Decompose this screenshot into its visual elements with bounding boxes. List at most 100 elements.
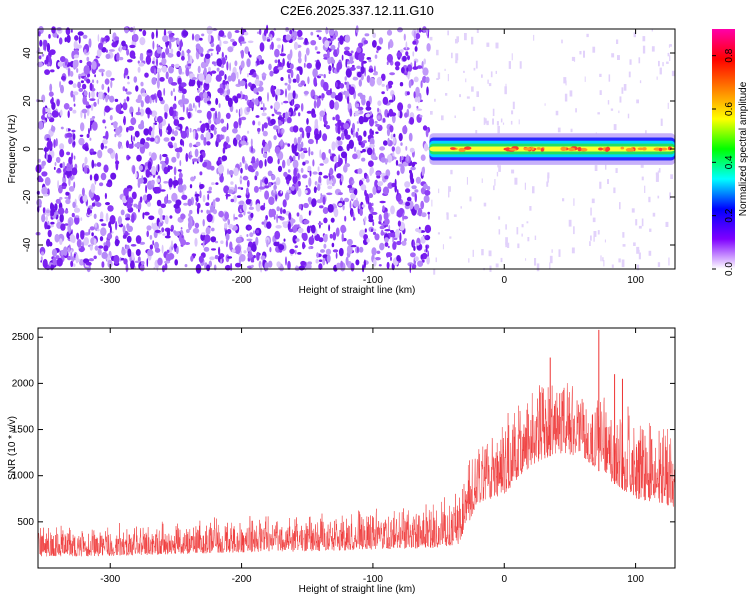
faint-speck bbox=[532, 186, 535, 194]
noise-blob bbox=[413, 91, 416, 99]
noise-blob bbox=[74, 215, 80, 218]
noise-blob bbox=[208, 48, 214, 52]
noise-blob bbox=[229, 62, 232, 72]
noise-blob bbox=[228, 223, 234, 229]
noise-blob bbox=[59, 196, 63, 200]
noise-blob bbox=[105, 202, 110, 206]
faint-speck bbox=[590, 207, 592, 216]
noise-blob bbox=[209, 256, 216, 261]
noise-blob bbox=[310, 31, 314, 36]
noise-blob bbox=[216, 67, 220, 72]
noise-blob bbox=[155, 116, 158, 122]
noise-blob bbox=[211, 227, 215, 232]
faint-speck bbox=[631, 208, 635, 213]
noise-blob bbox=[227, 97, 233, 108]
noise-blob bbox=[91, 79, 95, 84]
noise-blob bbox=[113, 121, 118, 129]
spec-xtick-label: -300 bbox=[100, 275, 120, 286]
noise-blob bbox=[305, 185, 308, 188]
noise-blob bbox=[59, 213, 64, 223]
faint-speck bbox=[636, 99, 639, 104]
noise-blob bbox=[234, 217, 238, 220]
noise-blob bbox=[91, 121, 98, 131]
noise-blob bbox=[421, 212, 427, 218]
noise-blob bbox=[119, 43, 122, 53]
noise-blob bbox=[421, 167, 425, 176]
snr-xtick-label: -300 bbox=[100, 574, 120, 585]
faint-speck bbox=[544, 103, 546, 106]
noise-blob bbox=[369, 137, 375, 147]
noise-blob bbox=[221, 126, 227, 133]
noise-blob bbox=[71, 256, 75, 262]
faint-speck bbox=[638, 225, 642, 229]
noise-blob bbox=[312, 171, 318, 175]
noise-blob bbox=[80, 230, 85, 240]
noise-blob bbox=[376, 50, 379, 54]
noise-blob bbox=[330, 217, 335, 223]
noise-blob bbox=[99, 182, 104, 187]
colorbar: 0.00.20.40.60.8 Normalized spectral ampl… bbox=[712, 29, 749, 276]
noise-blob bbox=[144, 94, 151, 104]
noise-blob bbox=[399, 82, 404, 87]
noise-blob bbox=[379, 242, 385, 251]
noise-blob bbox=[267, 170, 273, 177]
noise-blob bbox=[198, 46, 204, 54]
noise-blob bbox=[156, 178, 160, 183]
noise-blob bbox=[164, 196, 168, 205]
noise-blob bbox=[266, 221, 272, 229]
noise-blob bbox=[150, 152, 157, 161]
noise-blob bbox=[135, 98, 142, 103]
noise-blob bbox=[74, 215, 80, 225]
noise-blob bbox=[206, 110, 212, 120]
faint-speck bbox=[618, 110, 620, 114]
faint-speck bbox=[605, 162, 607, 170]
noise-blob bbox=[159, 213, 163, 223]
noise-blob bbox=[90, 117, 94, 121]
noise-blob bbox=[68, 219, 72, 228]
noise-blob bbox=[202, 240, 205, 248]
noise-blob bbox=[197, 87, 199, 91]
noise-blob bbox=[331, 242, 335, 248]
noise-blob bbox=[173, 118, 180, 126]
noise-blob bbox=[388, 99, 394, 103]
noise-blob bbox=[425, 245, 428, 253]
noise-blob bbox=[294, 106, 298, 111]
noise-blob bbox=[104, 78, 110, 85]
noise-blob bbox=[208, 66, 211, 73]
noise-blob bbox=[40, 260, 43, 263]
noise-blob bbox=[389, 125, 394, 133]
noise-blob bbox=[368, 213, 374, 221]
noise-blob bbox=[226, 228, 232, 235]
noise-blob bbox=[184, 264, 188, 268]
noise-blob bbox=[312, 113, 317, 118]
noise-blob bbox=[194, 237, 198, 247]
noise-blob bbox=[271, 113, 275, 117]
noise-blob bbox=[348, 86, 355, 95]
noise-blob bbox=[364, 228, 367, 233]
noise-blob bbox=[320, 249, 325, 253]
noise-blob bbox=[344, 81, 347, 85]
faint-speck bbox=[521, 224, 524, 228]
noise-blob bbox=[68, 80, 74, 85]
noise-blob bbox=[426, 29, 428, 36]
noise-blob bbox=[346, 52, 353, 57]
noise-blob bbox=[110, 80, 113, 89]
noise-blob bbox=[66, 34, 71, 44]
noise-blob bbox=[402, 215, 409, 220]
noise-blob bbox=[156, 199, 162, 207]
noise-blob bbox=[226, 61, 229, 71]
noise-blob bbox=[378, 46, 382, 50]
noise-blob bbox=[180, 103, 184, 108]
faint-speck bbox=[561, 39, 563, 44]
noise-blob bbox=[45, 209, 50, 214]
noise-blob bbox=[333, 155, 338, 163]
noise-blob bbox=[46, 54, 49, 65]
noise-blob bbox=[180, 130, 187, 139]
noise-blob bbox=[139, 264, 145, 272]
spectrogram-xlabel: Height of straight line (km) bbox=[299, 285, 416, 296]
noise-blob bbox=[103, 164, 109, 173]
noise-blob bbox=[372, 147, 375, 155]
noise-blob bbox=[337, 125, 341, 135]
